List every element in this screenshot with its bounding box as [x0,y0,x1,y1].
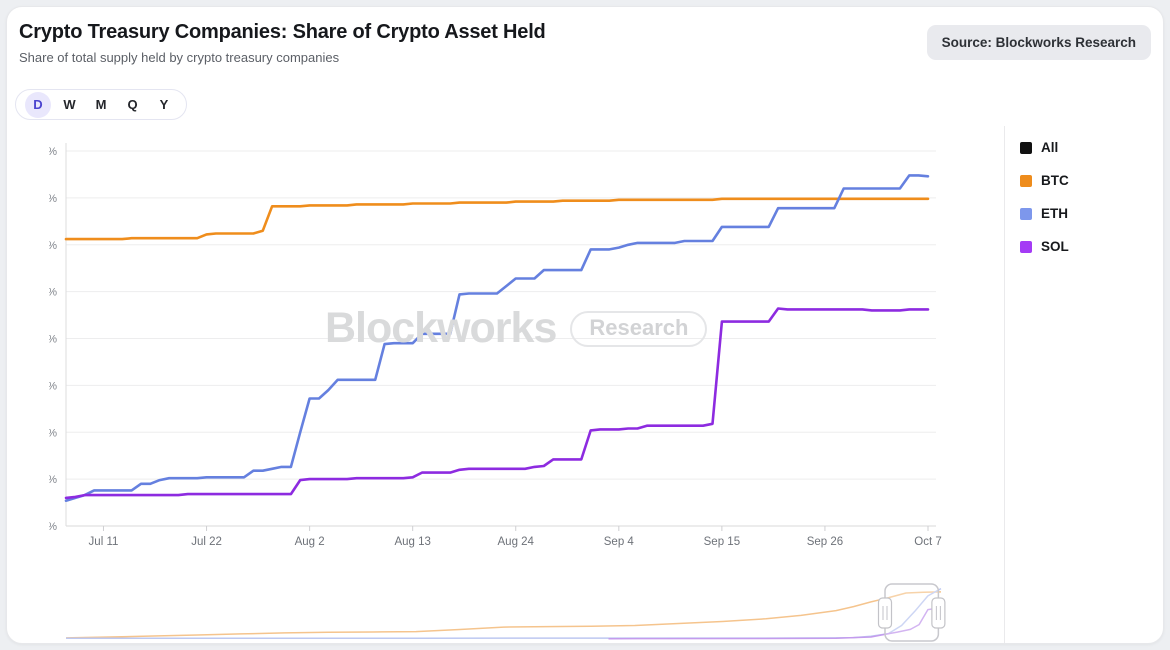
navigator-svg [65,583,946,642]
legend-item-eth[interactable]: ETH [1020,206,1069,221]
y-tick-label: 0.5% [49,474,57,486]
legend-item-all[interactable]: All [1020,140,1069,155]
source-badge: Source: Blockworks Research [926,25,1151,60]
legend-label: SOL [1041,239,1069,254]
period-button-q[interactable]: Q [127,97,138,112]
legend-swatch-sol [1020,240,1032,253]
y-tick-label: 1.5% [49,380,57,392]
x-tick-label: Sep 15 [704,536,740,548]
nav-handle-left[interactable] [877,597,893,629]
period-button-d[interactable]: D [25,91,51,118]
btc-line [64,197,930,241]
y-tick-label: 3% [49,240,57,252]
legend-divider [1004,126,1005,643]
x-tick-label: Aug 13 [394,536,430,548]
x-tick-label: Aug 2 [295,536,325,548]
nav-selection-window[interactable] [884,583,940,642]
nav-sol-line [608,607,942,640]
eth-line [64,174,930,502]
y-tick-label: 0% [49,521,57,533]
period-button-w[interactable]: W [63,97,76,112]
main-chart-svg: 0% 0.5% 1% 1.5% 2% 2.5% 3% 3.5% 4% Jul 11 Jul 22 Au… [32,143,942,548]
x-tick-label: Jul 11 [89,536,119,548]
chart-card: Crypto Treasury Companies: Share of Cryp… [6,6,1164,644]
nav-btc-line [65,591,942,639]
legend-swatch-all [1020,141,1032,154]
legend-item-btc[interactable]: BTC [1020,173,1069,188]
x-tick-label: Sep 26 [807,536,843,548]
legend: All BTC ETH SOL [1020,140,1069,272]
x-tick-label: Aug 24 [498,536,535,548]
nav-handle-right[interactable] [931,597,946,629]
period-button-m[interactable]: M [95,97,107,112]
y-tick-label: 3.5% [49,193,57,205]
sol-line [64,307,930,500]
page-subtitle: Share of total supply held by crypto tre… [19,50,340,65]
legend-item-sol[interactable]: SOL [1020,239,1069,254]
y-tick-label: 1% [49,427,57,439]
x-tick-label: Jul 22 [191,536,222,548]
page-title: Crypto Treasury Companies: Share of Cryp… [19,21,546,43]
y-tick-label: 4% [49,146,57,158]
legend-swatch-btc [1020,174,1032,187]
x-tick-label: Sep 4 [604,536,635,548]
legend-label: All [1041,140,1059,155]
legend-label: BTC [1041,173,1069,188]
legend-label: ETH [1041,206,1068,221]
x-tick-label: Oct 7 [914,536,941,548]
period-button-y[interactable]: Y [159,97,169,112]
y-tick-label: 2% [49,334,57,346]
range-navigator[interactable] [49,577,949,643]
main-chart: 0% 0.5% 1% 1.5% 2% 2.5% 3% 3.5% 4% Jul 11 Jul 22 Au… [32,131,949,571]
y-tick-label: 2.5% [49,287,57,299]
legend-swatch-eth [1020,207,1032,220]
